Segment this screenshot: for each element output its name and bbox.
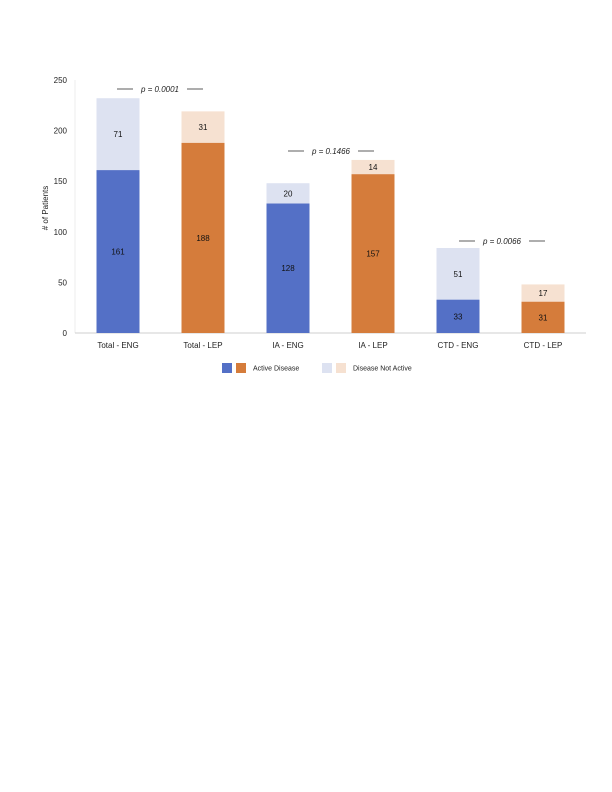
data-label-active: 128 [281, 264, 295, 273]
data-label-active: 161 [111, 248, 125, 257]
data-label-active: 31 [539, 313, 548, 322]
data-label-active: 33 [454, 312, 463, 321]
bar-disease-not-active [181, 111, 225, 143]
bar-active-disease [436, 299, 480, 333]
y-tick-label: 0 [63, 329, 68, 338]
x-tick-label: IA - ENG [272, 341, 304, 350]
bar-disease-not-active [96, 98, 140, 171]
p-value-label: p = 0.0066 [482, 237, 522, 246]
p-value-label: p = 0.0001 [140, 85, 179, 94]
bar-disease-not-active [436, 247, 480, 300]
data-label-not-active: 31 [199, 123, 208, 132]
bar-active-disease [181, 142, 225, 333]
x-tick-label: Total - ENG [97, 341, 138, 350]
x-tick-label: CTD - ENG [438, 341, 479, 350]
bar-disease-not-active [521, 284, 565, 302]
bar-disease-not-active [351, 159, 395, 175]
legend-swatch-eng-inactive [322, 363, 332, 373]
legend-swatch-eng-active [222, 363, 232, 373]
y-tick-label: 100 [54, 228, 68, 237]
y-tick-label: 50 [58, 278, 67, 287]
legend-label-not-active: Disease Not Active [353, 366, 412, 373]
legend: Active Disease Disease Not Active [222, 363, 412, 373]
bar-active-disease [96, 170, 140, 333]
y-tick-label: 200 [54, 127, 68, 136]
legend-swatch-lep-inactive [336, 363, 346, 373]
y-axis: 0 50 100 150 200 250 [54, 76, 76, 338]
data-label-not-active: 20 [284, 189, 293, 198]
data-label-active: 157 [366, 250, 380, 259]
x-tick-label: Total - LEP [183, 341, 222, 350]
data-label-not-active: 71 [114, 130, 123, 139]
y-tick-label: 250 [54, 76, 68, 85]
p-value-annotations: p = 0.0001 p = 0.1466 p = 0.0066 [117, 85, 545, 246]
bar-active-disease [521, 301, 565, 333]
legend-label-active: Active Disease [253, 366, 299, 373]
data-label-active: 188 [196, 234, 210, 243]
legend-swatch-lep-active [236, 363, 246, 373]
bar-active-disease [266, 203, 310, 333]
data-label-not-active: 51 [454, 270, 463, 279]
y-tick-label: 150 [54, 177, 68, 186]
x-tick-label: IA - LEP [358, 341, 387, 350]
bars-group: 161 71 188 31 128 20 157 14 33 51 31 17 [96, 98, 565, 333]
x-tick-labels: Total - ENG Total - LEP IA - ENG IA - LEP CT… [97, 341, 562, 350]
bar-disease-not-active [266, 183, 310, 204]
data-label-not-active: 17 [539, 289, 548, 298]
y-axis-label: # of Patients [41, 186, 50, 230]
data-label-not-active: 14 [369, 163, 378, 172]
p-value-label: p = 0.1466 [311, 147, 351, 156]
x-tick-label: CTD - LEP [524, 341, 563, 350]
bar-active-disease [351, 174, 395, 333]
